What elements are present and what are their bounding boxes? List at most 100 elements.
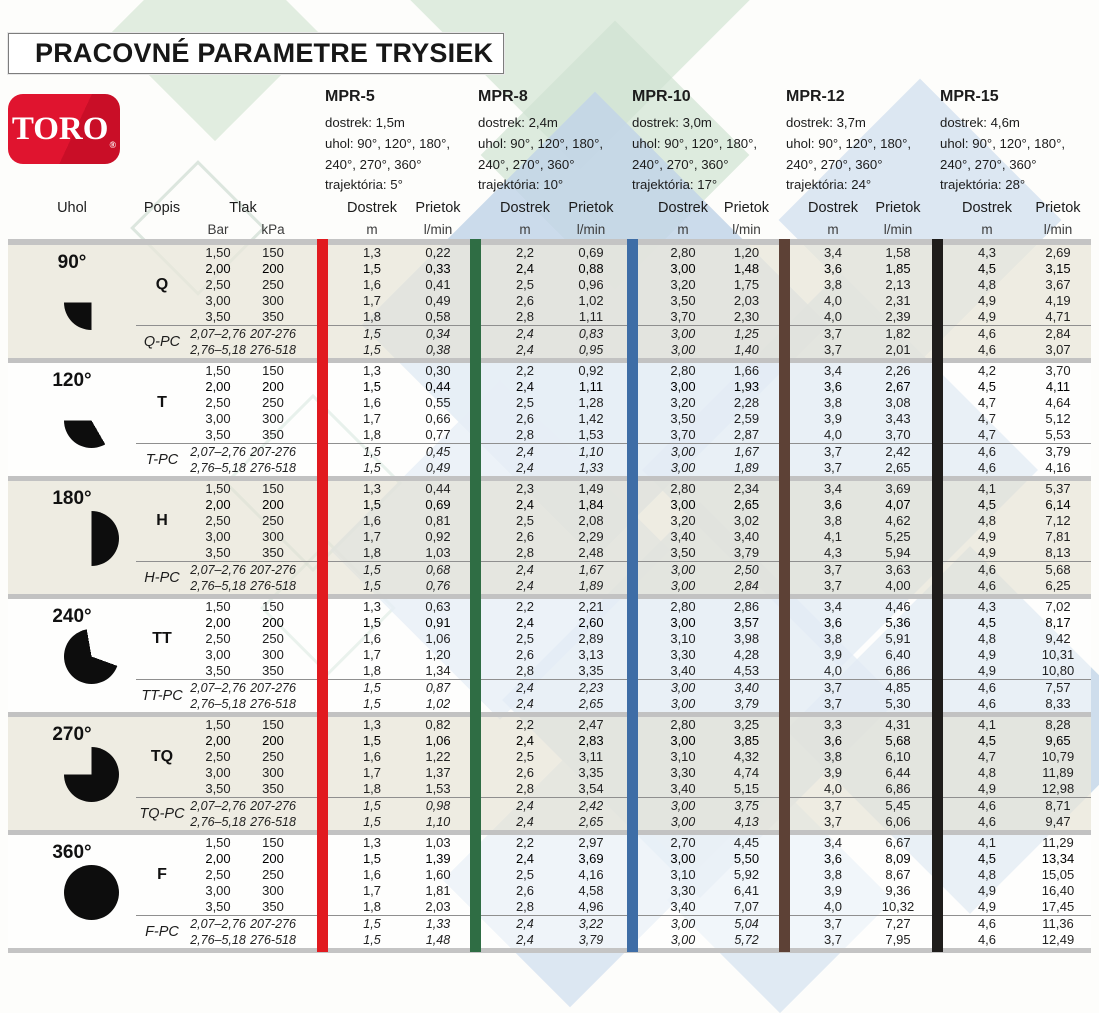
table-cell: 0,69 bbox=[563, 239, 619, 261]
table-cell: 1,3 bbox=[334, 594, 410, 615]
registered-trademark-icon: ® bbox=[109, 140, 117, 150]
header-kpa: kPa bbox=[261, 222, 285, 237]
table-cell: 2,01 bbox=[885, 342, 911, 357]
table-cell bbox=[298, 261, 334, 277]
table-cell: 200 bbox=[262, 851, 284, 866]
table-cell: 2,69 bbox=[1025, 239, 1091, 261]
table-cell: 1,50 bbox=[188, 830, 248, 851]
table-cell: 3,22 bbox=[563, 915, 619, 932]
table-cell: 3,3 bbox=[795, 712, 871, 733]
model-spec-line: trajektória: 10° bbox=[478, 177, 564, 193]
table-cell: 1,3 bbox=[334, 830, 410, 851]
table-cell: 2,07–2,76 bbox=[188, 325, 248, 342]
angle-group-header: 240° bbox=[8, 594, 136, 715]
table-cell: 4,0 bbox=[823, 781, 843, 796]
table-cell: 3,00 bbox=[670, 815, 696, 829]
table-cell: 2,4 bbox=[516, 461, 534, 475]
table-cell: 6,10 bbox=[885, 749, 911, 764]
table-cell bbox=[298, 513, 334, 529]
table-cell: 3,10 bbox=[670, 631, 696, 646]
table-cell bbox=[298, 561, 334, 578]
model-spec-line: 240°, 270°, 360° bbox=[325, 156, 422, 172]
nozzle-code-label: TQ bbox=[150, 748, 174, 765]
table-cell: 4,1 bbox=[949, 476, 1025, 497]
table-cell: 3,00 bbox=[670, 343, 696, 357]
table-cell: 0,76 bbox=[425, 579, 451, 593]
table-cell: 5,04 bbox=[721, 915, 772, 932]
table-cell: 2,4 bbox=[516, 697, 534, 711]
table-cell: 1,33 bbox=[578, 461, 604, 475]
table-cell: 3,7 bbox=[795, 679, 871, 696]
table-cell: 207-276 bbox=[248, 915, 298, 932]
model-header-mpr-12: MPR-12 dostrek: 3,7m uhol: 90°, 120°, 180°… bbox=[786, 88, 938, 196]
table-cell: 4,5 bbox=[977, 733, 997, 748]
table-cell: 0,98 bbox=[410, 797, 466, 814]
table-cell: 6,06 bbox=[885, 814, 911, 829]
table-cell: 207-276 bbox=[248, 443, 298, 460]
table-row: 2,76–5,18 276-518 1,5 1,02 2,4 2,65 3,00 3,79 3,… bbox=[8, 696, 1091, 715]
table-cell: 11,89 bbox=[1042, 765, 1074, 780]
table-cell bbox=[298, 830, 334, 851]
table-cell: 4,7 bbox=[977, 427, 997, 442]
nozzle-code-pc: TQ-PC bbox=[136, 797, 188, 833]
table-cell: 4,6 bbox=[977, 814, 997, 829]
table-cell bbox=[298, 309, 334, 326]
table-cell: 2,87 bbox=[733, 427, 760, 442]
model-spec-line: dostrek: 2,4m bbox=[478, 115, 558, 130]
table-cell: 2,03 bbox=[425, 899, 451, 914]
model-spec-line: trajektória: 28° bbox=[940, 177, 1026, 193]
table-cell: 1,20 bbox=[721, 239, 772, 261]
table-cell bbox=[298, 915, 334, 932]
table-cell: 0,83 bbox=[563, 325, 619, 342]
nozzle-code-pc-label: TT-PC bbox=[141, 688, 183, 704]
table-cell: 1,8 bbox=[362, 309, 382, 324]
table-row: 3,00 300 1,7 0,92 2,6 2,29 3,40 3,40 4,1 5,25 4,9 7… bbox=[8, 529, 1091, 545]
table-cell: 1,37 bbox=[425, 765, 451, 780]
table-cell: 3,7 bbox=[823, 342, 843, 357]
nozzle-code-pc: TT-PC bbox=[136, 679, 188, 715]
table-cell: 3,70 bbox=[670, 309, 696, 324]
table-cell: 3,00 bbox=[645, 443, 721, 460]
table-cell: 3,4 bbox=[795, 239, 871, 261]
model-spec-line: dostrek: 3,0m bbox=[632, 115, 712, 130]
table-cell: 1,5 bbox=[334, 679, 410, 696]
header-spacer bbox=[466, 200, 487, 242]
parameters-table: Uhol Popis Tlak Dostrek Prietok Dostrek … bbox=[8, 200, 1091, 953]
table-cell: 3,70 bbox=[1025, 358, 1091, 379]
table-cell: 3,6 bbox=[823, 379, 843, 394]
table-cell: 2,42 bbox=[563, 797, 619, 814]
table-cell: 350 bbox=[262, 781, 284, 796]
table-cell: 3,8 bbox=[823, 277, 843, 292]
table-cell: 1,5 bbox=[363, 933, 381, 947]
table-row: 2,00 200 1,5 0,91 2,4 2,60 3,00 3,57 3,6 5,36 4,5 8… bbox=[8, 615, 1091, 631]
table-cell: 2,6 bbox=[515, 411, 535, 426]
table-row: 3,00 300 1,7 1,20 2,6 3,13 3,30 4,28 3,9 6,40 4,9 1… bbox=[8, 647, 1091, 663]
table-cell: 3,50 bbox=[670, 411, 696, 426]
table-cell: 1,5 bbox=[362, 379, 382, 394]
spray-sector-icon bbox=[64, 275, 119, 330]
table-cell: 207-276 bbox=[248, 561, 298, 578]
table-cell: 2,59 bbox=[733, 411, 760, 426]
table-cell: 4,62 bbox=[885, 513, 911, 528]
header-lmin: l/min bbox=[576, 222, 606, 237]
table-cell: 3,00 bbox=[670, 615, 696, 630]
toro-logo: TORO ® bbox=[8, 94, 120, 164]
table-cell: 9,65 bbox=[1045, 733, 1071, 748]
table-cell: 3,8 bbox=[823, 395, 843, 410]
table-cell: 2,08 bbox=[578, 513, 604, 528]
table-cell: 2,65 bbox=[578, 697, 604, 711]
table-cell bbox=[298, 476, 334, 497]
table-cell: 3,50 bbox=[205, 781, 231, 796]
table-cell: 2,03 bbox=[733, 293, 760, 308]
table-cell: 4,64 bbox=[1045, 395, 1071, 410]
table-cell: 2,2 bbox=[487, 712, 563, 733]
table-cell: 3,43 bbox=[885, 411, 911, 426]
table-cell: 5,72 bbox=[734, 933, 759, 947]
model-spec-line: dostrek: 3,7m bbox=[786, 115, 866, 130]
table-cell: 0,77 bbox=[425, 427, 451, 442]
table-cell: 3,50 bbox=[205, 427, 231, 442]
table-cell: 1,49 bbox=[563, 476, 619, 497]
table-cell: 300 bbox=[262, 647, 284, 662]
table-cell: 2,47 bbox=[563, 712, 619, 733]
table-cell: 1,5 bbox=[334, 443, 410, 460]
